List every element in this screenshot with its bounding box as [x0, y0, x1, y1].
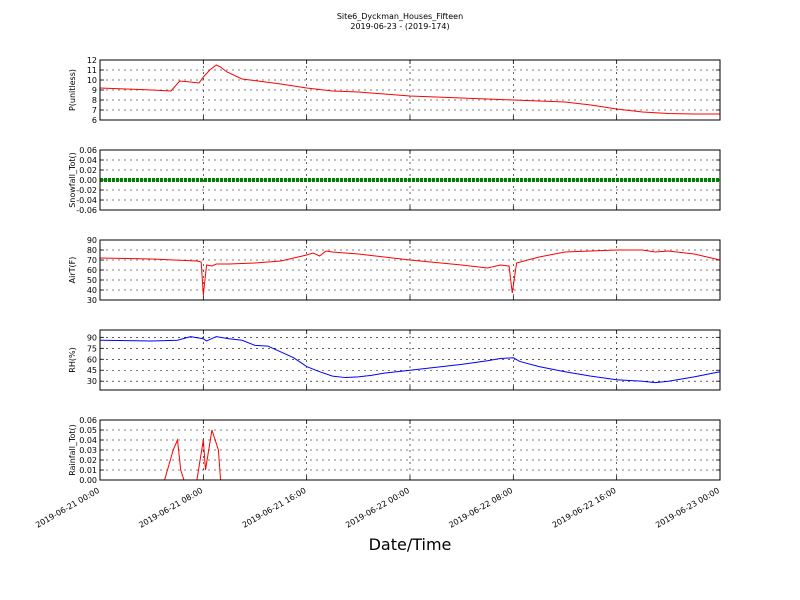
- y-tick-label: 0.02: [79, 456, 97, 465]
- y-tick-label: 50: [87, 276, 97, 285]
- y-tick-label: 0.00: [79, 176, 97, 185]
- y-tick-label: 45: [87, 366, 97, 375]
- y-tick-label: 0.06: [79, 146, 97, 155]
- y-axis-label: Snowfall_Tot(): [68, 152, 77, 208]
- data-line: [99, 64, 720, 115]
- y-tick-label: 12: [87, 56, 97, 65]
- y-tick-label: 0.05: [79, 426, 97, 435]
- y-tick-label: 90: [87, 333, 97, 342]
- plot-frame: [99, 419, 721, 481]
- y-tick-label: 90: [87, 236, 97, 245]
- y-tick-label: 60: [87, 266, 97, 275]
- y-axis-label: RH(%): [68, 347, 77, 372]
- x-axis-label: Date/Time: [369, 535, 452, 554]
- plot-frame: [99, 59, 721, 121]
- y-tick-label: 10: [87, 76, 97, 85]
- y-axis-label: AirT(F): [68, 257, 77, 284]
- y-tick-label: -0.02: [76, 186, 97, 195]
- figure-subtitle: 2019-06-23 - (2019-174): [350, 22, 449, 31]
- y-axis-label: P(unitless): [68, 69, 77, 111]
- y-tick-label: 0.06: [79, 416, 97, 425]
- figure-title: Site6_Dyckman_Houses_Fifteen: [337, 12, 463, 21]
- plot-frame: [99, 149, 721, 211]
- y-tick-label: 0.03: [79, 446, 97, 455]
- y-tick-label: 0.04: [79, 156, 97, 165]
- y-tick-label: 0.04: [79, 436, 97, 445]
- data-line: [99, 336, 721, 384]
- y-tick-label: 30: [87, 377, 97, 386]
- y-tick-label: 70: [87, 256, 97, 265]
- y-tick-label: 7: [92, 106, 97, 115]
- y-tick-label: 0.01: [79, 466, 97, 475]
- y-tick-label: 11: [87, 66, 97, 75]
- y-tick-label: 30: [87, 296, 97, 305]
- y-tick-label: -0.04: [76, 196, 97, 205]
- y-tick-label: 60: [87, 355, 97, 364]
- y-tick-label: 0.02: [79, 166, 97, 175]
- y-tick-label: -0.06: [76, 206, 97, 215]
- y-tick-label: 9: [92, 86, 97, 95]
- y-tick-label: 80: [87, 246, 97, 255]
- y-tick-label: 8: [92, 96, 97, 105]
- y-tick-label: 40: [87, 286, 97, 295]
- plot-frame: [99, 329, 721, 391]
- y-tick-label: 6: [92, 116, 97, 125]
- plot-frame: [99, 239, 721, 301]
- y-axis-label: Rainfall_Tot(): [68, 424, 77, 476]
- y-tick-label: 75: [87, 344, 97, 353]
- data-line: [99, 249, 721, 296]
- y-tick-label: 0.00: [79, 476, 97, 485]
